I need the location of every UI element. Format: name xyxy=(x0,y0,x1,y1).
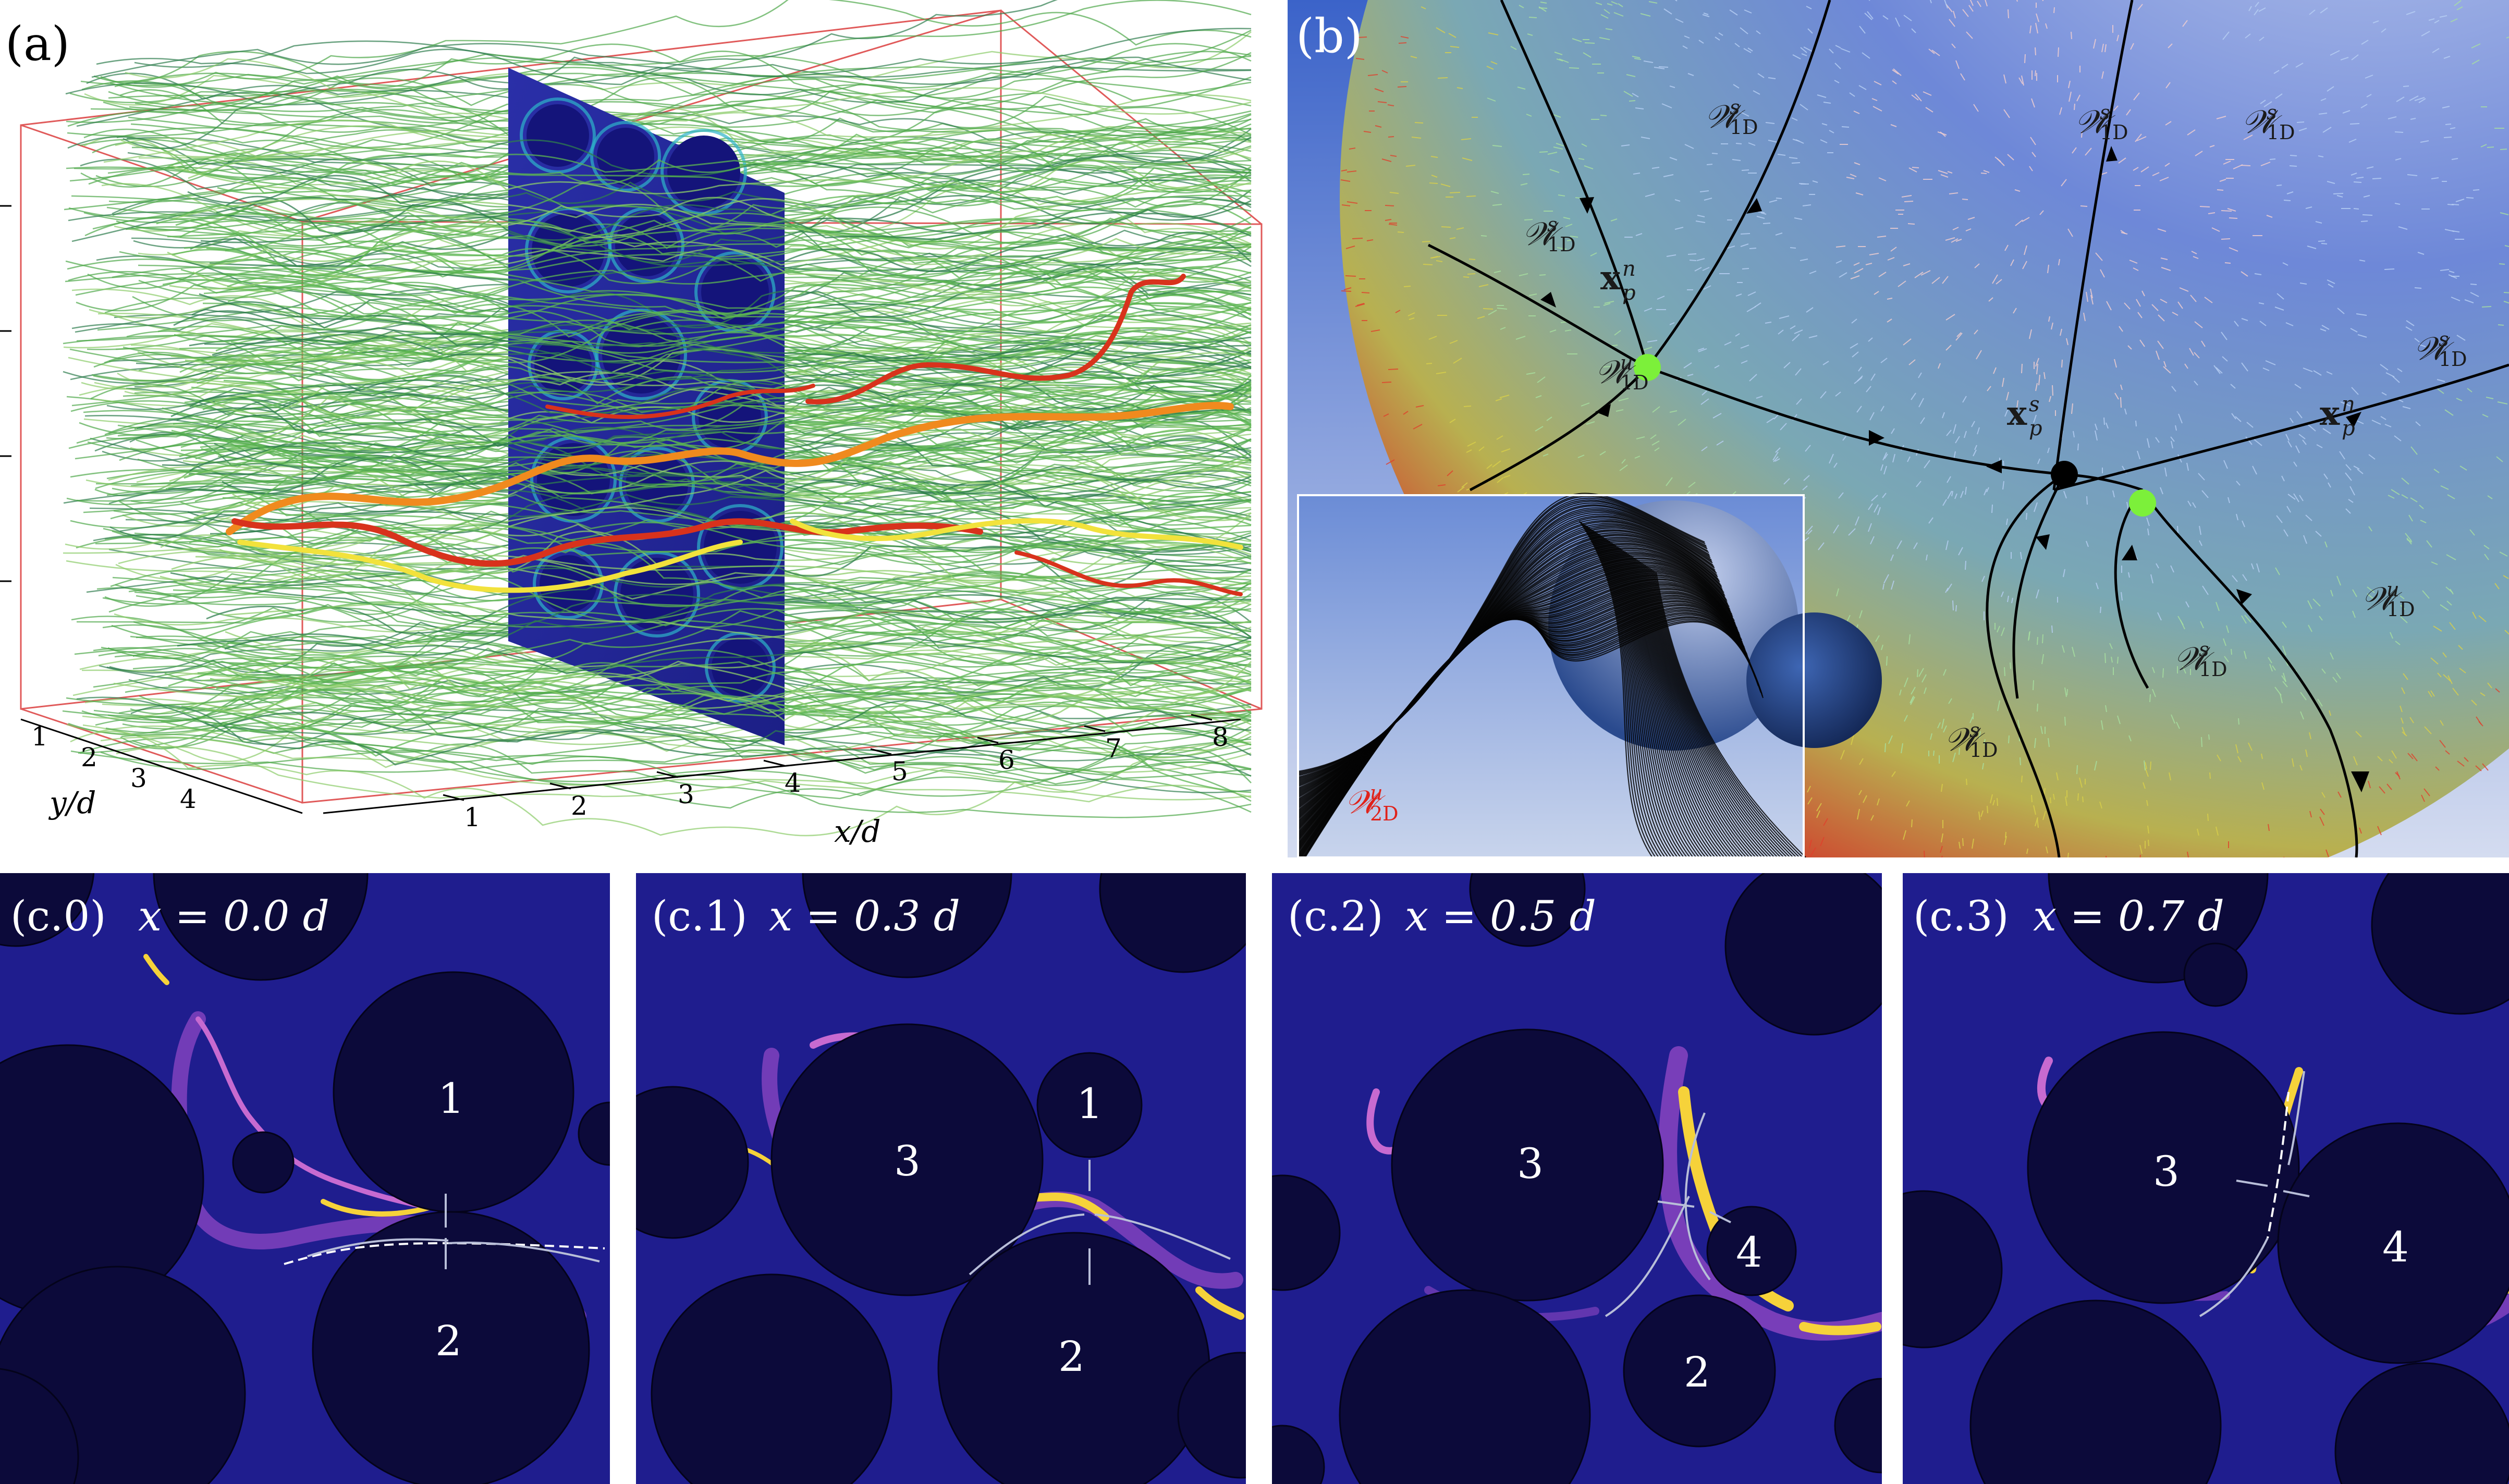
y-tick-label: 3 xyxy=(130,763,147,793)
saddle-point xyxy=(2051,461,2078,488)
manifold-arrows xyxy=(1605,1112,1731,1317)
x-tick-label: 4 xyxy=(785,768,801,798)
obstacles xyxy=(1272,873,1882,1484)
pore-label-3: 3 xyxy=(1517,1139,1544,1188)
panel-b-label: (b) xyxy=(1296,9,1363,64)
panel-c2-equation: x = 0.5 d xyxy=(1405,892,1596,940)
pore-label-3: 3 xyxy=(2153,1147,2180,1196)
obstacles xyxy=(1903,873,2509,1484)
svg-text:1D: 1D xyxy=(2439,348,2467,371)
svg-text:s: s xyxy=(2439,328,2449,351)
svg-text:1D: 1D xyxy=(1730,116,1758,139)
panel-c3-equation: x = 0.7 d xyxy=(2033,892,2224,940)
svg-text:n: n xyxy=(2342,393,2355,416)
x-tick-label: 3 xyxy=(678,779,694,810)
pore-label-1: 1 xyxy=(1076,1080,1103,1128)
highlighted-paths xyxy=(226,274,1243,596)
svg-text:1D: 1D xyxy=(2386,598,2415,621)
pore-label-1: 1 xyxy=(438,1074,464,1123)
panel-c3-canvas: 3 4 (c.3) x = 0.7 d xyxy=(1903,873,2509,1484)
panel-c0-label: (c.0) xyxy=(10,892,106,940)
panel-a-streamlines-3d: 1 2 3 4 5 6 7 8 x/d 1 2 3 4 y/d (a) xyxy=(0,0,1282,857)
y-axis: 1 2 3 4 y/d xyxy=(20,718,303,820)
y-tick-label: 2 xyxy=(81,742,97,772)
panel-c2-slice: 3 4 2 (c.2) x = 0.5 d xyxy=(1272,873,1882,1484)
manifold-arrows xyxy=(1540,146,2369,792)
svg-text:s: s xyxy=(2100,101,2110,124)
svg-text:n: n xyxy=(1622,257,1636,281)
node-point-right xyxy=(2129,489,2156,517)
surface-stress-hatching xyxy=(1340,0,2509,857)
svg-text:x: x xyxy=(2320,394,2340,433)
node-point-left xyxy=(1634,354,1661,381)
pore-label-2: 2 xyxy=(435,1317,462,1365)
svg-text:1D: 1D xyxy=(2267,121,2295,144)
svg-text:s: s xyxy=(1547,213,1558,236)
x-tick-label: 8 xyxy=(1212,722,1229,752)
svg-text:p: p xyxy=(2029,416,2042,440)
pore-label-3: 3 xyxy=(894,1137,921,1185)
panel-c0-canvas: 1 2 (c.0) x = 0.0 d xyxy=(0,873,610,1484)
streamline-bundle-front xyxy=(156,127,1252,793)
svg-text:x: x xyxy=(2007,394,2027,433)
x-axis-label: x/d xyxy=(834,814,880,849)
bounding-box xyxy=(20,9,1263,804)
pore-label-4: 4 xyxy=(2382,1223,2409,1271)
x-tick-label: 7 xyxy=(1105,733,1122,764)
y-tick-label: 4 xyxy=(180,784,197,814)
panel-c1-label: (c.1) xyxy=(652,892,748,940)
left-axis-ticks xyxy=(0,205,11,582)
x-tick-label: 2 xyxy=(571,791,588,821)
manifold-arrows xyxy=(969,1160,1231,1285)
svg-text:2D: 2D xyxy=(1370,802,1399,825)
x-tick-label: 5 xyxy=(891,756,908,787)
x-tick-label: 1 xyxy=(464,802,481,832)
pore-label-2: 2 xyxy=(1058,1332,1085,1381)
panel-c3-slice: 3 4 (c.3) x = 0.7 d xyxy=(1903,873,2509,1484)
pore-label-4: 4 xyxy=(1736,1228,1763,1277)
svg-text:1D: 1D xyxy=(1969,739,1998,762)
panel-c1-slice: 3 1 2 (c.1) x = 0.3 d xyxy=(636,873,1246,1484)
svg-text:s: s xyxy=(1730,96,1740,119)
pore-label-2: 2 xyxy=(1684,1348,1710,1396)
panel-c3-label: (c.3) xyxy=(1913,892,2009,940)
obstacles xyxy=(636,873,1246,1484)
panel-c2-label: (c.2) xyxy=(1288,892,1384,940)
y-tick-label: 1 xyxy=(31,721,48,752)
svg-text:s: s xyxy=(1969,719,1980,742)
x-axis: 1 2 3 4 5 6 7 8 x/d xyxy=(323,714,1241,849)
manifold-arrows xyxy=(284,1194,605,1269)
panel-a-canvas: 1 2 3 4 5 6 7 8 x/d 1 2 3 4 y/d (a) xyxy=(0,0,1263,849)
svg-text:p: p xyxy=(1622,281,1636,305)
panel-c1-equation: x = 0.3 d xyxy=(769,892,960,940)
svg-text:x: x xyxy=(1600,259,1621,298)
x-tick-label: 6 xyxy=(998,745,1015,775)
svg-text:s: s xyxy=(2267,101,2277,124)
panel-c0-slice: 1 2 (c.0) x = 0.0 d xyxy=(0,873,610,1484)
manifold-curves xyxy=(1427,0,2509,857)
panel-a-label: (a) xyxy=(5,17,70,71)
panel-c0-equation: x = 0.0 d xyxy=(138,892,329,940)
manifold-arrows xyxy=(2199,1071,2310,1317)
panel-c2-canvas: 3 4 2 (c.2) x = 0.5 d xyxy=(1272,873,1882,1484)
svg-text:u: u xyxy=(1620,351,1633,374)
svg-text:1D: 1D xyxy=(1620,371,1649,394)
svg-text:s: s xyxy=(2029,393,2040,416)
svg-text:u: u xyxy=(2386,578,2399,601)
panel-c1-canvas: 3 1 2 (c.1) x = 0.3 d xyxy=(636,873,1246,1484)
svg-text:p: p xyxy=(2342,416,2355,440)
svg-text:u: u xyxy=(1370,781,1382,804)
svg-text:1D: 1D xyxy=(1547,233,1576,256)
svg-text:1D: 1D xyxy=(2199,658,2227,681)
obstacles xyxy=(0,873,610,1484)
svg-text:s: s xyxy=(2199,638,2209,661)
svg-text:1D: 1D xyxy=(2100,121,2128,144)
y-axis-label: y/d xyxy=(48,785,96,820)
